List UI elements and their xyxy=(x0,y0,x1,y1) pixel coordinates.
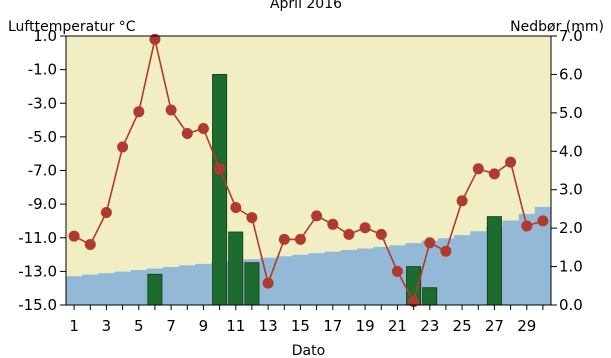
right-tick-label: 2.0 xyxy=(559,219,583,237)
temperature-point-5 xyxy=(133,106,145,118)
right-tick-label: 5.0 xyxy=(559,104,583,122)
left-tick-label: -5.0 xyxy=(28,128,57,146)
x-tick-label: 17 xyxy=(323,317,342,335)
temperature-point-1 xyxy=(68,230,80,242)
x-tick-label: 21 xyxy=(388,317,407,335)
chart-title: April 2016 xyxy=(270,0,342,12)
right-tick-label: 0.0 xyxy=(559,296,583,314)
temperature-point-23 xyxy=(424,237,436,249)
left-tick-label: -15.0 xyxy=(18,296,57,314)
precip-bar-27 xyxy=(486,216,502,306)
temperature-point-20 xyxy=(375,228,387,240)
temperature-point-10 xyxy=(214,163,226,175)
x-tick-label: 15 xyxy=(291,317,310,335)
precip-bar-6 xyxy=(147,273,163,306)
left-tick-label: -9.0 xyxy=(28,195,57,213)
x-tick-label: 23 xyxy=(420,317,439,335)
x-tick-label: 19 xyxy=(356,317,375,335)
precip-bar-23 xyxy=(422,287,438,306)
x-tick-label: 29 xyxy=(517,317,536,335)
precip-bar-11 xyxy=(228,231,244,306)
temperature-point-24 xyxy=(440,245,452,257)
x-tick-label: 27 xyxy=(485,317,504,335)
x-tick-label: 1 xyxy=(69,317,79,335)
temperature-point-4 xyxy=(117,141,129,153)
plot-area: 1.0 -1.0 -3.0 -5.0 -7.0 -9.0 -11.0 -13.0 -15.0 7.… xyxy=(18,27,583,335)
left-tick-label: -1.0 xyxy=(28,61,57,79)
temperature-point-14 xyxy=(278,233,290,245)
temperature-point-9 xyxy=(197,123,209,134)
temperature-line xyxy=(73,39,544,304)
left-tick-label: -13.0 xyxy=(18,262,57,280)
temperature-point-28 xyxy=(505,156,517,168)
left-tick-label: -11.0 xyxy=(18,229,57,247)
left-tick-label: 1.0 xyxy=(33,27,57,45)
right-tick-label: 3.0 xyxy=(559,181,583,199)
temperature-point-19 xyxy=(359,222,371,234)
temperature-point-27 xyxy=(488,168,500,180)
x-tick-label: 9 xyxy=(199,317,209,335)
temperature-point-2 xyxy=(84,239,96,250)
temperature-point-21 xyxy=(391,265,403,277)
temperature-point-29 xyxy=(521,220,533,232)
right-tick-label: 7.0 xyxy=(559,27,583,45)
temperature-point-11 xyxy=(230,202,242,213)
x-tick-label: 25 xyxy=(453,317,472,335)
left-tick-label: -7.0 xyxy=(28,162,57,180)
temperature-point-26 xyxy=(472,163,484,175)
right-tick-label: 6.0 xyxy=(559,65,583,83)
x-tick-label: 3 xyxy=(102,317,112,335)
precip-bar-12 xyxy=(244,262,260,306)
temperature-point-12 xyxy=(246,212,258,224)
temperature-point-25 xyxy=(456,195,468,207)
x-tick-label: 11 xyxy=(226,317,245,335)
left-axis-label: Lufttemperatur °C xyxy=(8,19,136,35)
temperature-point-22 xyxy=(408,296,420,308)
temperature-point-13 xyxy=(262,277,274,289)
temperature-point-16 xyxy=(311,210,323,222)
right-axis-label: Nedbør (mm) xyxy=(510,19,604,35)
temperature-point-8 xyxy=(181,128,193,139)
temperature-point-18 xyxy=(343,228,355,240)
temperature-point-30 xyxy=(537,215,549,227)
right-tick-label: 1.0 xyxy=(559,258,583,276)
temperature-point-17 xyxy=(327,218,339,230)
temperature-point-15 xyxy=(294,233,306,245)
x-tick-label: 5 xyxy=(134,317,144,335)
temperature-point-6 xyxy=(149,33,161,45)
x-tick-label: 13 xyxy=(259,317,278,335)
right-tick-label: 4.0 xyxy=(559,142,583,160)
temperature-point-7 xyxy=(165,104,177,116)
x-axis-label: Dato xyxy=(292,343,325,358)
x-tick-label: 7 xyxy=(166,317,176,335)
precip-bar-10 xyxy=(212,74,228,306)
normal-precipitation-area xyxy=(66,207,551,305)
temperature-point-3 xyxy=(100,207,112,218)
left-tick-label: -3.0 xyxy=(28,94,57,112)
